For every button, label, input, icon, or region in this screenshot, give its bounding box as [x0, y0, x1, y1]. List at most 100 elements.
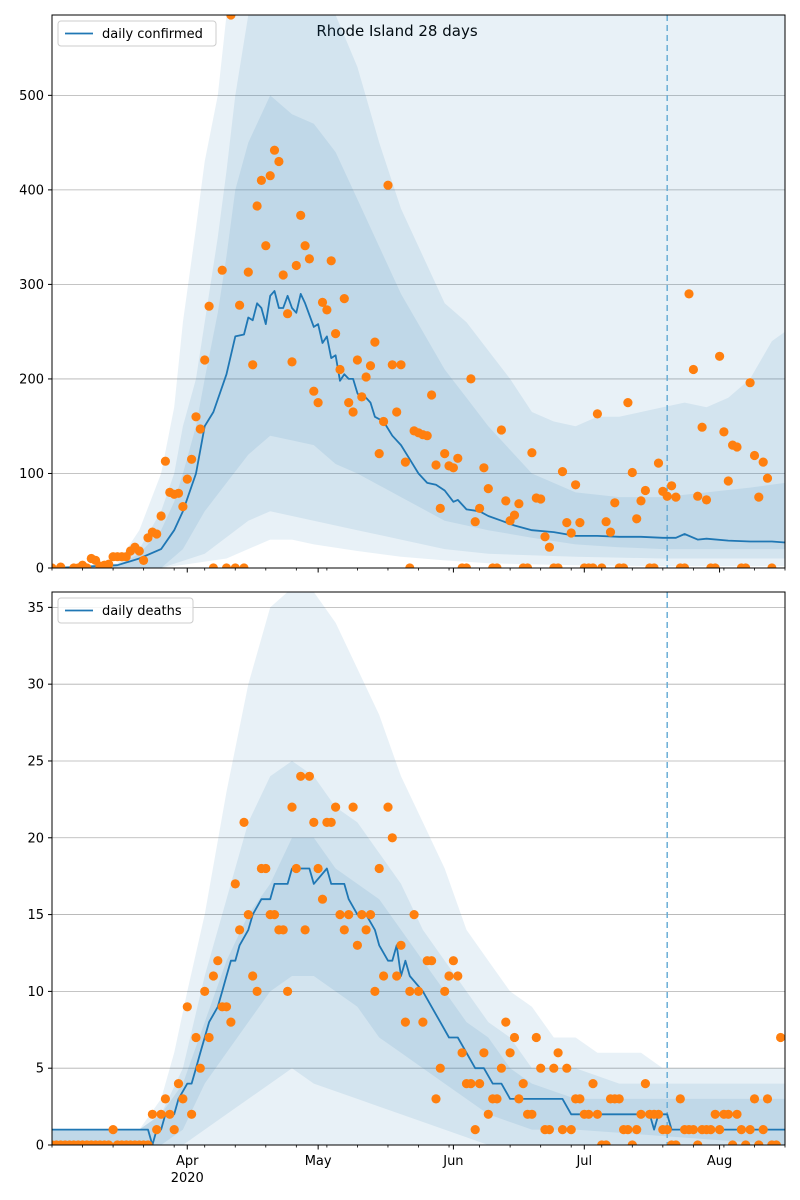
data-point — [200, 355, 210, 365]
data-point — [291, 260, 301, 271]
data-point — [492, 563, 502, 568]
data-point — [662, 491, 672, 501]
data-point — [719, 427, 729, 437]
data-point — [278, 270, 288, 280]
y-tick-label: 400 — [19, 183, 44, 198]
data-point — [610, 498, 620, 508]
data-point — [400, 1017, 410, 1027]
data-point — [728, 1140, 738, 1145]
legend: daily confirmed — [57, 20, 217, 47]
data-point — [208, 563, 218, 568]
data-point — [754, 492, 764, 502]
data-point — [566, 1125, 576, 1135]
x-tick-label: Aug — [707, 1154, 732, 1169]
data-point — [169, 1125, 179, 1135]
data-point — [370, 986, 380, 997]
data-point — [667, 481, 677, 491]
data-point — [191, 412, 201, 422]
data-point — [706, 1125, 716, 1135]
data-point — [662, 1125, 672, 1135]
data-point — [230, 563, 240, 568]
data-point — [557, 467, 568, 477]
data-point — [461, 563, 472, 568]
data-point — [156, 511, 166, 521]
x-tick-year-label: 2020 — [171, 1171, 204, 1186]
data-point — [562, 518, 572, 528]
y-tick-label: 10 — [27, 985, 44, 1000]
data-point — [632, 514, 642, 524]
confirmed-panel: 0 100 200 300 400 500 daily confirmed — [19, 14, 786, 577]
data-point — [239, 563, 249, 568]
data-point — [178, 502, 188, 512]
data-point — [619, 563, 629, 568]
data-point — [531, 1032, 541, 1043]
data-point — [431, 460, 441, 470]
data-point — [248, 971, 258, 981]
data-point — [627, 1140, 637, 1145]
y-tick-label: 200 — [19, 372, 44, 387]
data-point — [562, 1063, 572, 1073]
data-point — [383, 802, 393, 812]
data-point — [771, 1140, 781, 1145]
data-point — [745, 1125, 755, 1135]
data-point — [640, 1079, 651, 1089]
data-point — [688, 1125, 699, 1135]
data-point — [252, 201, 262, 211]
data-point — [653, 1109, 664, 1119]
data-point — [444, 971, 454, 981]
data-point — [221, 1002, 232, 1012]
data-point — [396, 360, 406, 370]
data-point — [527, 448, 537, 458]
data-point — [269, 145, 280, 155]
data-point — [182, 1002, 192, 1012]
data-point — [675, 1094, 685, 1104]
data-point — [195, 424, 205, 434]
data-point — [509, 510, 520, 520]
data-point — [400, 457, 410, 467]
data-point — [392, 971, 402, 981]
data-point — [317, 894, 328, 904]
data-point — [52, 563, 57, 568]
data-point — [274, 156, 284, 167]
data-point — [200, 986, 210, 997]
data-point — [710, 563, 720, 568]
y-tick-label: 500 — [19, 89, 44, 104]
data-point — [732, 1109, 742, 1119]
data-point — [435, 1063, 445, 1073]
data-point — [374, 449, 384, 459]
data-point — [156, 1109, 166, 1119]
chart-title: Rhode Island 28 days — [316, 22, 477, 40]
data-point — [553, 1048, 563, 1058]
data-point — [440, 986, 450, 997]
data-point — [597, 563, 607, 568]
data-point — [693, 491, 703, 501]
data-point — [536, 494, 546, 504]
data-point — [365, 910, 376, 920]
data-point — [248, 360, 258, 370]
data-point — [584, 1109, 594, 1119]
data-point — [226, 1017, 236, 1027]
data-point — [379, 416, 389, 427]
data-point — [335, 910, 345, 920]
data-point — [335, 364, 345, 375]
data-point — [405, 986, 415, 997]
data-point — [418, 1017, 428, 1027]
data-point — [304, 771, 314, 781]
data-point — [566, 528, 576, 538]
data-point — [405, 563, 415, 568]
confidence-band — [52, 95, 785, 568]
data-point — [235, 300, 245, 310]
y-tick-label: 5 — [36, 1062, 44, 1077]
data-point — [344, 910, 354, 920]
data-point — [479, 463, 489, 473]
data-point — [518, 1079, 528, 1089]
data-point — [374, 863, 384, 874]
data-point — [239, 817, 249, 828]
data-point — [256, 175, 266, 185]
data-point — [523, 563, 533, 568]
data-point — [457, 1048, 467, 1058]
data-point — [252, 986, 262, 997]
data-point — [291, 863, 301, 874]
data-point — [741, 1140, 751, 1145]
data-point — [466, 374, 476, 384]
